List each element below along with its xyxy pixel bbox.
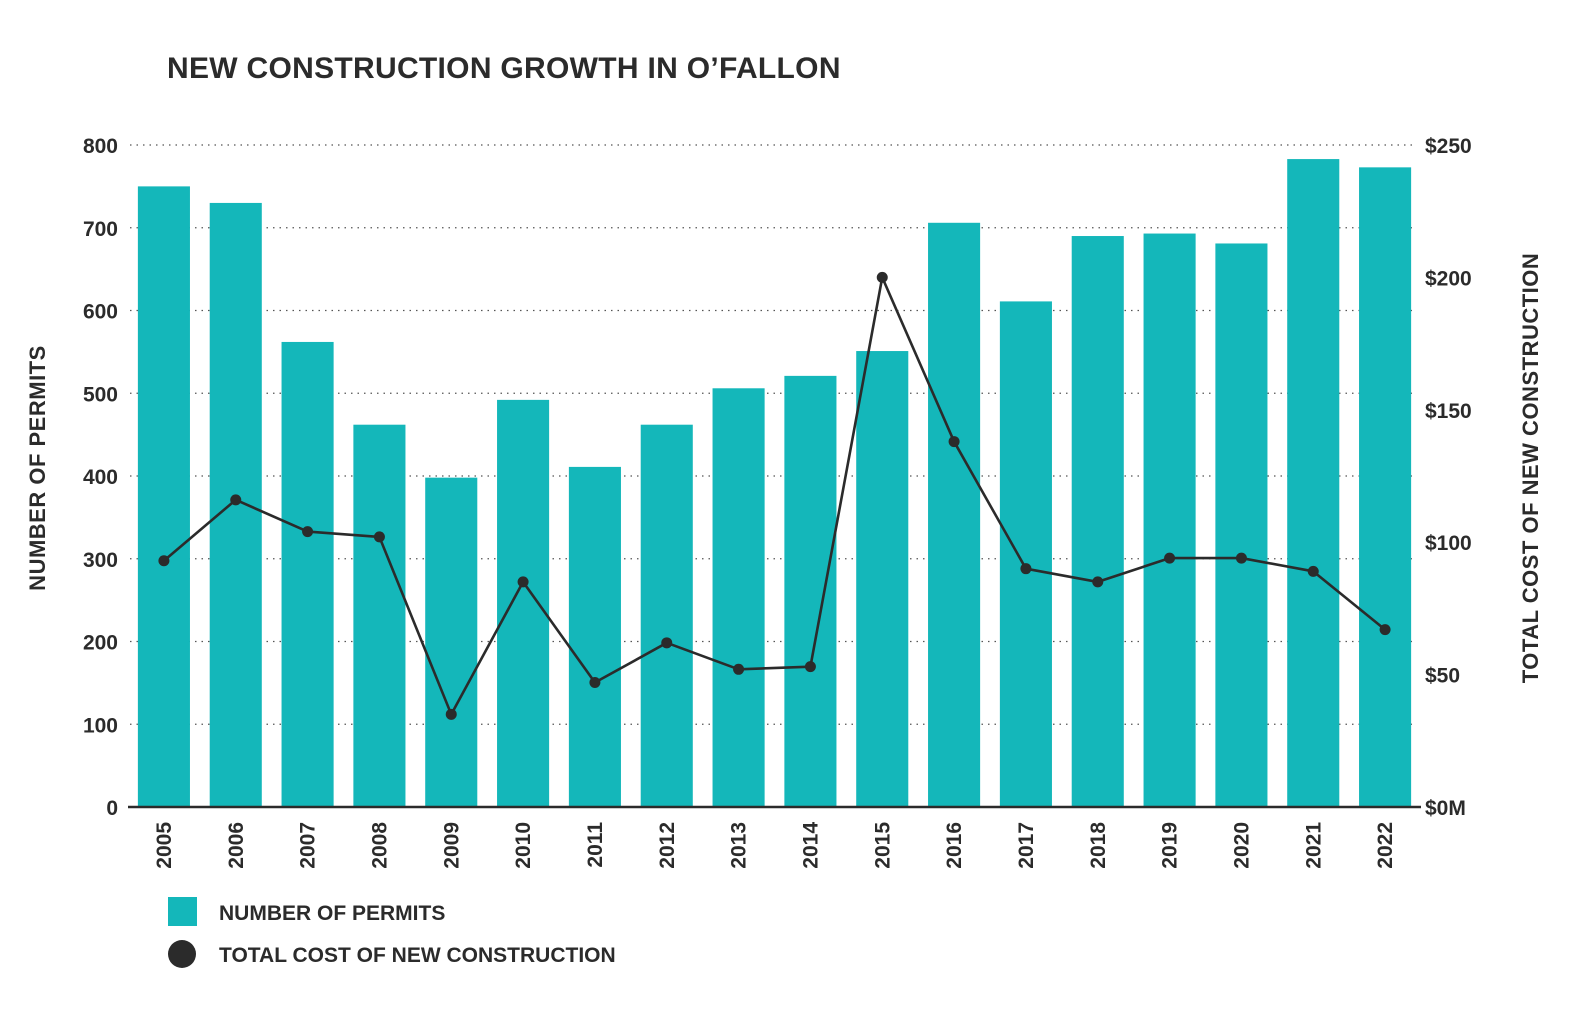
y-left-tick-label: 400 [83, 466, 118, 489]
x-tick-label: 2015 [871, 822, 894, 869]
legend-label-permits: NUMBER OF PERMITS [219, 902, 445, 925]
y-right-tick-label: $0M [1425, 797, 1466, 820]
bar-2017 [999, 301, 1052, 807]
point-2014 [804, 661, 816, 673]
point-2018 [1092, 576, 1104, 588]
bar-2015 [856, 351, 909, 807]
y-right-tick-label: $250 [1425, 135, 1472, 158]
bar-2007 [281, 341, 334, 807]
bar-2022 [1359, 167, 1412, 807]
legend-swatch-permits [168, 897, 197, 926]
point-2017 [1020, 563, 1032, 575]
x-tick-label: 2013 [728, 822, 751, 869]
bar-2010 [497, 399, 550, 807]
x-tick-label: 2021 [1302, 822, 1325, 869]
y-left-tick-label: 600 [83, 301, 118, 324]
y-left-tick-label: 700 [83, 218, 118, 241]
x-tick-label: 2008 [368, 822, 391, 869]
x-tick-label: 2009 [440, 822, 463, 869]
bar-2012 [640, 424, 693, 807]
x-tick-label: 2012 [656, 822, 679, 869]
bar-2018 [1071, 236, 1124, 807]
y-left-tick-label: 300 [83, 549, 118, 572]
point-2021 [1307, 565, 1319, 577]
legend: NUMBER OF PERMITS TOTAL COST OF NEW CONS… [168, 897, 616, 968]
point-2008 [373, 531, 385, 543]
point-2006 [230, 494, 242, 506]
x-tick-label: 2007 [297, 822, 320, 869]
bar-2020 [1215, 243, 1268, 807]
point-2013 [733, 663, 745, 675]
total-cost-line [163, 276, 1386, 716]
legend-swatch-total-cost [168, 940, 196, 968]
y-left-tick-label: 200 [83, 632, 118, 655]
x-tick-label: 2018 [1087, 822, 1110, 869]
bar-2008 [353, 424, 406, 807]
x-tick-label: 2017 [1015, 822, 1038, 869]
point-2020 [1235, 552, 1247, 564]
point-2005 [158, 555, 170, 567]
x-tick-label: 2022 [1374, 822, 1397, 869]
point-2015 [876, 271, 888, 283]
bar-2009 [425, 477, 478, 807]
point-2011 [589, 677, 601, 689]
legend-label-total-cost: TOTAL COST OF NEW CONSTRUCTION [219, 944, 616, 967]
x-tick-label: 2019 [1159, 822, 1182, 869]
y-axis-right-ticks: $250 $200 $150 $100 $50 $0M [1425, 135, 1472, 820]
bar-2021 [1287, 159, 1340, 807]
y-left-tick-label: 0 [106, 797, 118, 820]
x-axis-ticks: 2005 2006 2007 2008 2009 2010 2011 2012 2013 2014… [153, 822, 1397, 869]
chart-title: NEW CONSTRUCTION GROWTH IN O’FALLON [167, 52, 841, 85]
bar-2013 [712, 388, 765, 807]
y-right-tick-label: $200 [1425, 267, 1472, 290]
y-left-tick-label: 800 [83, 135, 118, 158]
y-left-tick-label: 500 [83, 383, 118, 406]
y-right-tick-label: $100 [1425, 532, 1472, 555]
x-tick-label: 2020 [1230, 822, 1253, 869]
bar-2005 [137, 186, 190, 807]
x-tick-label: 2006 [225, 822, 248, 869]
point-2009 [445, 708, 457, 720]
x-tick-label: 2005 [153, 822, 176, 869]
line-series-total-cost [158, 271, 1391, 720]
y-right-tick-label: $150 [1425, 400, 1472, 423]
y-axis-left-title: NUMBER OF PERMITS [25, 345, 50, 591]
bar-2014 [784, 375, 837, 807]
point-2007 [302, 526, 314, 538]
x-tick-label: 2016 [943, 822, 966, 869]
x-tick-label: 2010 [512, 822, 535, 869]
x-tick-label: 2011 [584, 822, 607, 868]
y-right-tick-label: $50 [1425, 665, 1460, 688]
point-2019 [1164, 552, 1176, 564]
point-2010 [517, 576, 529, 588]
y-left-tick-label: 100 [83, 714, 118, 737]
bar-2011 [568, 466, 621, 807]
bar-2019 [1143, 233, 1196, 808]
point-2016 [948, 436, 960, 448]
point-2022 [1379, 624, 1391, 636]
y-axis-right-title: TOTAL COST OF NEW CONSTRUCTION [1518, 253, 1543, 684]
bar-2016 [928, 222, 981, 807]
bar-series-permits [137, 159, 1412, 808]
x-tick-label: 2014 [799, 822, 822, 869]
point-2012 [661, 637, 673, 649]
y-axis-left-ticks: 800 700 600 500 400 300 200 100 0 [83, 135, 118, 820]
